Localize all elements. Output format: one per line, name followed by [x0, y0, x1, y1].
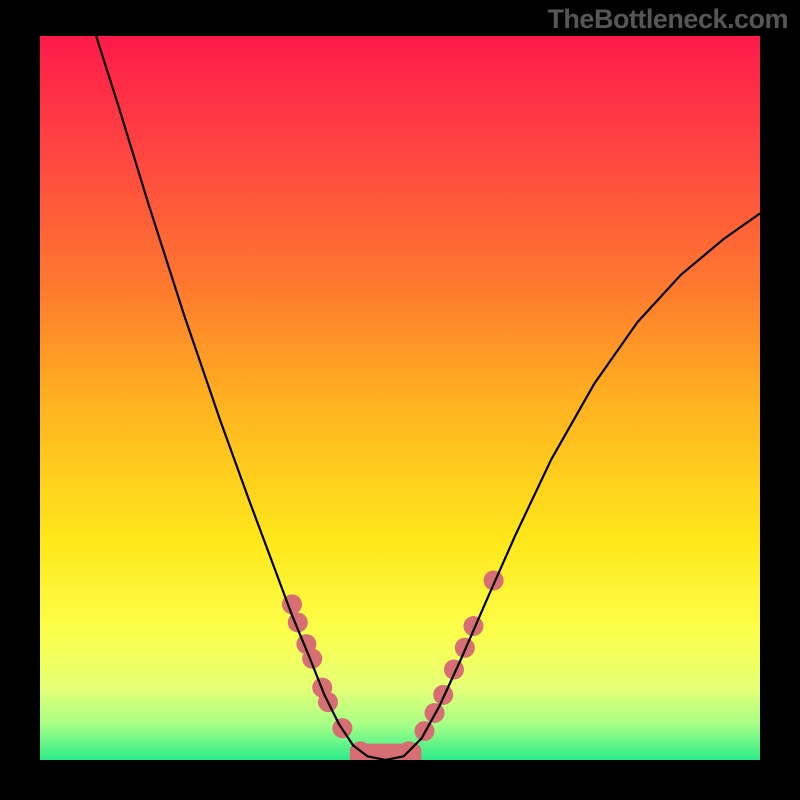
data-point — [433, 685, 453, 705]
chart-svg — [0, 0, 800, 800]
watermark-text: TheBottleneck.com — [547, 4, 788, 35]
data-point — [484, 570, 504, 590]
plot-background — [40, 36, 760, 760]
chart-container: TheBottleneck.com — [0, 0, 800, 800]
